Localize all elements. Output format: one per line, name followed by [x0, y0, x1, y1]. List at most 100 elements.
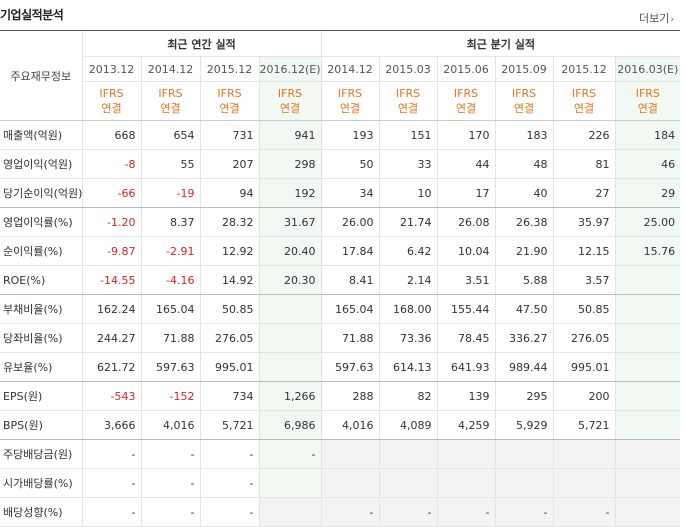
table-cell: 226: [552, 120, 616, 150]
table-row: 유보율(%) 621.72 597.63 995.01 597.63 614.13 641.…: [0, 352, 681, 382]
table-cell: -66: [81, 178, 141, 208]
section-header: 기업실적분석 더보기›: [0, 0, 686, 30]
table-cell: -: [378, 497, 438, 527]
ifrs-label: IFRS 연결: [140, 81, 200, 121]
row-label: 부채비율(%): [0, 294, 82, 324]
ifrs-standard: IFRS: [511, 87, 537, 100]
row-label: BPS(원): [0, 410, 82, 440]
period-header: 2015.12: [199, 56, 259, 82]
table-cell: [378, 468, 438, 498]
table-cell: [614, 265, 681, 295]
table-cell: 34: [320, 178, 380, 208]
table-cell: 192: [258, 178, 322, 208]
table-cell: 8.37: [140, 207, 200, 237]
table-cell: -: [140, 439, 200, 469]
row-label: 배당성향(%): [0, 497, 82, 527]
period-header: 2016.03(E): [614, 56, 681, 82]
table-cell: -2.91: [140, 236, 200, 266]
table-row: EPS(원) -543 -152 734 1,266 288 82 139 295 200: [0, 381, 681, 411]
table-cell: -: [81, 497, 141, 527]
table-cell: 40: [494, 178, 554, 208]
annual-group-header: 최근 연간 실적: [81, 30, 322, 57]
table-cell: 4,259: [436, 410, 496, 440]
row-label: 당좌비율(%): [0, 323, 82, 353]
row-label: ROE(%): [0, 265, 82, 295]
table-cell: [614, 381, 681, 411]
ifrs-consolidated: 연결: [455, 102, 477, 115]
period-header: 2015.09: [494, 56, 554, 82]
table-cell: 14.92: [199, 265, 259, 295]
row-label: 주당배당금(원): [0, 439, 82, 469]
table-cell: 4,016: [140, 410, 200, 440]
table-cell: 155.44: [436, 294, 496, 324]
table-cell: 1,266: [258, 381, 322, 411]
table-cell: 614.13: [378, 352, 438, 382]
period-header: 2015.03: [378, 56, 438, 82]
row-label: 시가배당률(%): [0, 468, 82, 498]
table-cell: [320, 468, 380, 498]
more-label[interactable]: 더보기: [639, 12, 670, 25]
table-cell: 2.14: [378, 265, 438, 295]
table-cell: 734: [199, 381, 259, 411]
financial-table: 주요재무정보 최근 연간 실적 최근 분기 실적 2013.12 2014.12 2…: [0, 30, 681, 527]
more-link[interactable]: 더보기›: [639, 10, 674, 26]
table-cell: 44: [436, 149, 496, 179]
table-cell: 276.05: [552, 323, 616, 353]
table-cell: 170: [436, 120, 496, 150]
table-cell: 26.38: [494, 207, 554, 237]
ifrs-standard: IFRS: [217, 87, 242, 100]
table-cell: 26.00: [320, 207, 380, 237]
table-cell: 27: [552, 178, 616, 208]
table-cell: 597.63: [320, 352, 380, 382]
row-label: 유보율(%): [0, 352, 82, 382]
table-cell: -: [436, 497, 496, 527]
table-cell: [378, 439, 438, 469]
table-cell: 21.74: [378, 207, 438, 237]
table-cell: 50.85: [552, 294, 616, 324]
table-cell: 193: [320, 120, 380, 150]
ifrs-label: IFRS 연결: [614, 81, 681, 121]
table-cell: 183: [494, 120, 554, 150]
table-cell: 28.32: [199, 207, 259, 237]
ifrs-consolidated: 연결: [219, 102, 240, 115]
table-cell: 94: [199, 178, 259, 208]
table-cell: 5.88: [494, 265, 554, 295]
row-label: 매출액(억원): [0, 120, 82, 150]
table-cell: -: [81, 468, 141, 498]
table-cell: -: [320, 497, 380, 527]
table-cell: [258, 323, 322, 353]
table-cell: [614, 323, 681, 353]
table-cell: [552, 439, 616, 469]
ifrs-standard: IFRS: [571, 87, 597, 100]
table-cell: 3,666: [81, 410, 141, 440]
ifrs-consolidated: 연결: [101, 102, 122, 115]
table-cell: 276.05: [199, 323, 259, 353]
table-cell: 48: [494, 149, 554, 179]
table-cell: 78.45: [436, 323, 496, 353]
table-cell: -543: [81, 381, 141, 411]
table-cell: 6.42: [378, 236, 438, 266]
table-cell: [258, 294, 322, 324]
table-cell: 207: [199, 149, 259, 179]
table-cell: 3.51: [436, 265, 496, 295]
table-cell: [258, 468, 322, 498]
ifrs-standard: IFRS: [99, 87, 124, 100]
ifrs-standard: IFRS: [337, 87, 363, 100]
table-cell: 31.67: [258, 207, 322, 237]
table-row: BPS(원) 3,666 4,016 5,721 6,986 4,016 4,089 4,25…: [0, 410, 681, 440]
ifrs-consolidated: 연결: [637, 102, 658, 115]
ifrs-standard: IFRS: [453, 87, 479, 100]
table-cell: 71.88: [140, 323, 200, 353]
ifrs-label: IFRS 연결: [258, 81, 322, 121]
table-cell: 5,929: [494, 410, 554, 440]
ifrs-consolidated: 연결: [397, 102, 419, 115]
table-cell: -9.87: [81, 236, 141, 266]
table-cell: 46: [614, 149, 681, 179]
table-row: 영업이익(억원) -8 55 207 298 50 33 44 48 81 46: [0, 149, 681, 179]
table-cell: -: [199, 468, 259, 498]
table-cell: [258, 497, 322, 527]
table-cell: 12.92: [199, 236, 259, 266]
table-cell: [258, 352, 322, 382]
table-cell: -: [199, 439, 259, 469]
row-label: 영업이익률(%): [0, 207, 82, 237]
